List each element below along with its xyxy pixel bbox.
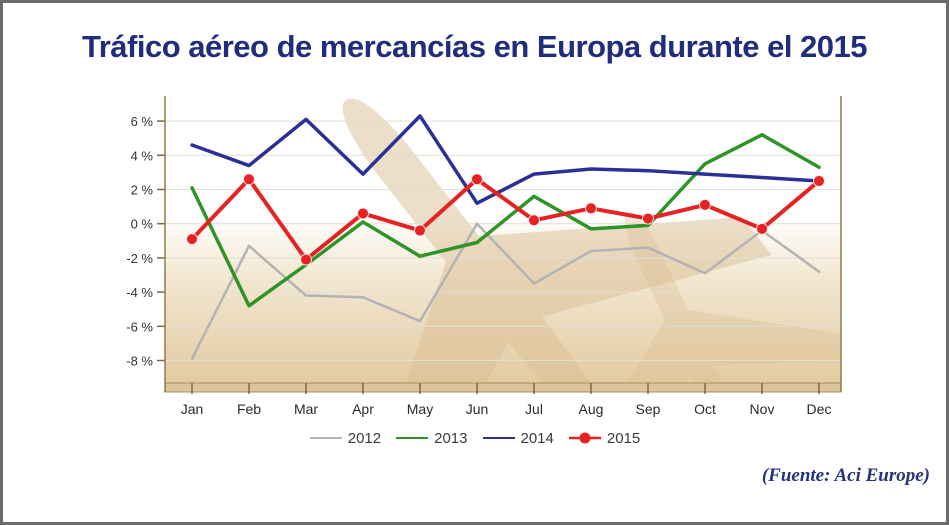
legend-swatch-2013: [396, 437, 429, 439]
series-line-2012: [190, 222, 821, 361]
data-point-2015: [528, 214, 540, 227]
y-axis-label: -4 %: [126, 285, 153, 300]
data-point-2015: [186, 233, 198, 246]
data-point-2015: [813, 174, 825, 187]
x-axis-label: May: [407, 401, 433, 417]
y-axis-label: 4 %: [131, 148, 154, 163]
x-axis-label: Sep: [636, 401, 661, 417]
data-point-2015: [699, 198, 711, 211]
y-axis-label: 0 %: [131, 217, 154, 232]
y-grid-and-labels: 6 % 4 % 2 % 0 % -2 % -4 % -6 % -8 %: [126, 114, 841, 369]
x-axis-label: Jan: [181, 401, 204, 417]
data-point-2015: [357, 207, 369, 220]
legend-label-2013: 2013: [434, 429, 468, 447]
series-line-2015: [190, 177, 821, 262]
legend-item-2015: 2015: [568, 430, 640, 447]
chart-legend: 2012 2013 2014 2015: [3, 427, 946, 449]
x-ticks-and-labels: Jan Feb Mar Apr May Jun Jul Aug Sep Oct Nov Dec: [181, 383, 832, 417]
x-axis-label: Aug: [579, 401, 604, 417]
chart-plot-svg: 6 % 4 % 2 % 0 % -2 % -4 % -6 % -8 % Jan Feb Mar Apr…: [126, 96, 842, 417]
chart-title: Tráfico aéreo de mercancías en Europa du…: [81, 29, 868, 64]
legend-swatch-2012: [309, 437, 342, 439]
legend-swatch-2015: [568, 432, 601, 444]
legend-swatch-2014: [482, 437, 515, 439]
x-axis-label: Dec: [807, 401, 832, 417]
legend-label-2015: 2015: [606, 429, 641, 447]
data-point-2015: [243, 173, 255, 186]
data-point-2015: [642, 212, 654, 225]
x-axis-label: Nov: [750, 401, 775, 417]
series-markers-2015: [186, 173, 825, 266]
x-axis-label: Apr: [352, 401, 374, 417]
x-axis-label: Jul: [525, 401, 543, 417]
x-axis-bar: [164, 382, 842, 393]
data-point-2015: [585, 202, 597, 215]
x-axis-label: Feb: [237, 401, 261, 417]
x-axis-label: Mar: [294, 401, 318, 417]
x-axis-label: Oct: [694, 401, 716, 417]
data-point-2015: [300, 253, 312, 266]
y-axis-label: 6 %: [131, 114, 154, 129]
legend-item-2013: 2013: [395, 429, 468, 447]
source-caption: (Fuente: Aci Europe): [761, 465, 930, 486]
x-axis-label: Jun: [466, 401, 489, 417]
y-axis-label: -6 %: [126, 319, 153, 334]
legend-label-2014: 2014: [520, 429, 554, 447]
y-axis-label: 2 %: [131, 183, 154, 198]
data-point-2015: [414, 224, 426, 237]
y-axis-label: -8 %: [126, 354, 153, 369]
data-point-2015: [471, 173, 483, 186]
series-line-2013: [190, 133, 821, 308]
y-axis-label: -2 %: [126, 251, 153, 266]
legend-item-2012: 2012: [309, 430, 381, 447]
legend-label-2012: 2012: [347, 429, 382, 447]
freight-traffic-line-chart: 6 % 4 % 2 % 0 % -2 % -4 % -6 % -8 % Jan Feb Mar Apr…: [3, 91, 946, 421]
data-point-2015: [756, 222, 768, 235]
legend-item-2014: 2014: [482, 430, 554, 447]
series-line-2014: [190, 114, 821, 205]
